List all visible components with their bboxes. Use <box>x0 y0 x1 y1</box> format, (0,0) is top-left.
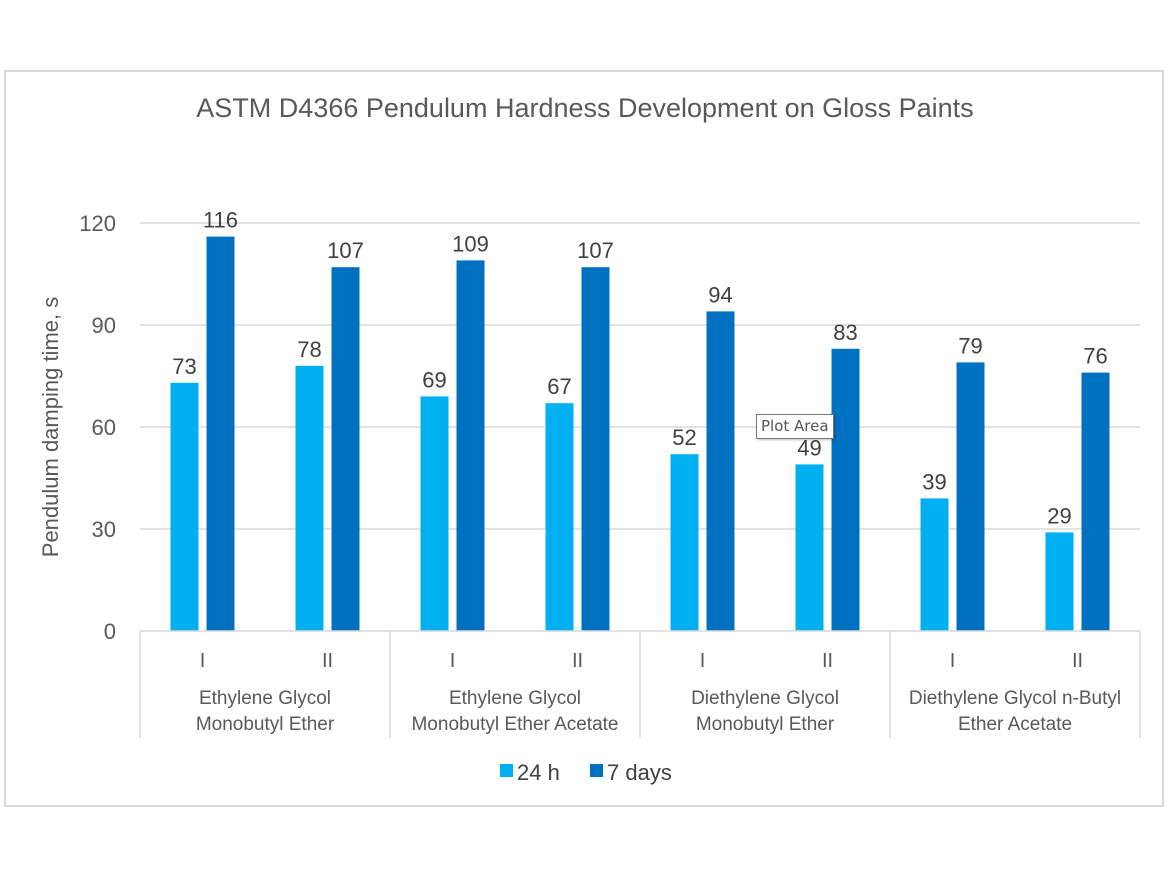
bar-7days[interactable] <box>831 348 860 631</box>
data-label: 109 <box>452 231 489 256</box>
plot-area[interactable]: 73 78 69 67 52 49 39 29 116 107 109 107 94 83 79 76 <box>170 208 1110 631</box>
x-subcategory-label: II <box>822 650 833 672</box>
y-axis-label: Pendulum damping time, s <box>38 297 63 557</box>
bar-7days[interactable] <box>706 311 735 631</box>
x-group-label: Diethylene Glycol <box>691 688 839 709</box>
data-label: 69 <box>422 367 446 392</box>
data-label: 107 <box>327 238 364 263</box>
bar-7days[interactable] <box>456 260 485 631</box>
bar-24h[interactable] <box>1045 532 1074 631</box>
x-subcategory-label: I <box>200 650 206 672</box>
y-tick-label: 60 <box>92 415 116 440</box>
bar-7days[interactable] <box>581 267 610 631</box>
bar-24h[interactable] <box>795 464 824 631</box>
legend-label: 24 h <box>517 760 560 785</box>
y-tick-label: 90 <box>92 313 116 338</box>
data-label: 94 <box>708 282 732 307</box>
legend-swatch-7days <box>590 764 603 777</box>
legend-label: 7 days <box>607 760 672 785</box>
x-group-label: Ethylene Glycol <box>199 688 331 709</box>
bar-7days[interactable] <box>331 267 360 631</box>
legend-swatch-24h <box>500 764 513 777</box>
data-label: 39 <box>922 469 946 494</box>
x-subcategory-label: I <box>700 650 706 672</box>
bar-24h[interactable] <box>920 498 949 631</box>
x-subcategory-label: II <box>322 650 333 672</box>
gridlines <box>140 222 1140 530</box>
chart-title: ASTM D4366 Pendulum Hardness Development… <box>196 93 973 123</box>
bar-24h[interactable] <box>545 403 574 631</box>
x-subcategory-label: I <box>950 650 956 672</box>
x-subcategory-label: II <box>1072 650 1083 672</box>
legend: 24 h 7 days <box>500 760 672 785</box>
data-label: 79 <box>958 333 982 358</box>
data-label: 107 <box>577 238 614 263</box>
bar-24h[interactable] <box>295 365 324 631</box>
x-group-label: Monobutyl Ether <box>696 714 835 735</box>
y-tick-label: 120 <box>79 211 116 236</box>
data-label: 67 <box>547 374 571 399</box>
bar-7days[interactable] <box>956 362 985 631</box>
x-group-label: Diethylene Glycol n-Butyl <box>909 688 1121 709</box>
plot-area-tooltip: Plot Area <box>756 414 834 439</box>
bar-24h[interactable] <box>670 454 699 631</box>
data-label: 52 <box>672 425 696 450</box>
x-group-label: Monobutyl Ether <box>196 714 335 735</box>
data-label: 78 <box>297 337 321 362</box>
x-subcategory-label: I <box>450 650 456 672</box>
y-tick-label: 30 <box>92 517 116 542</box>
data-label: 49 <box>797 435 821 460</box>
bar-24h[interactable] <box>420 396 449 631</box>
x-group-label: Ethylene Glycol <box>449 688 581 709</box>
bar-24h[interactable] <box>170 382 199 631</box>
data-label: 73 <box>172 354 196 379</box>
x-group-label: Monobutyl Ether Acetate <box>411 714 618 735</box>
data-label: 83 <box>833 320 857 345</box>
bar-7days[interactable] <box>1081 372 1110 631</box>
x-subcategory-label: II <box>572 650 583 672</box>
data-label: 76 <box>1083 344 1107 369</box>
y-axis-ticks: 0 30 60 90 120 <box>79 211 116 644</box>
y-tick-label: 0 <box>104 619 116 644</box>
x-group-label: Ether Acetate <box>958 714 1072 735</box>
data-label: 116 <box>203 208 238 233</box>
data-label: 29 <box>1047 503 1071 528</box>
bar-7days[interactable] <box>206 236 235 631</box>
